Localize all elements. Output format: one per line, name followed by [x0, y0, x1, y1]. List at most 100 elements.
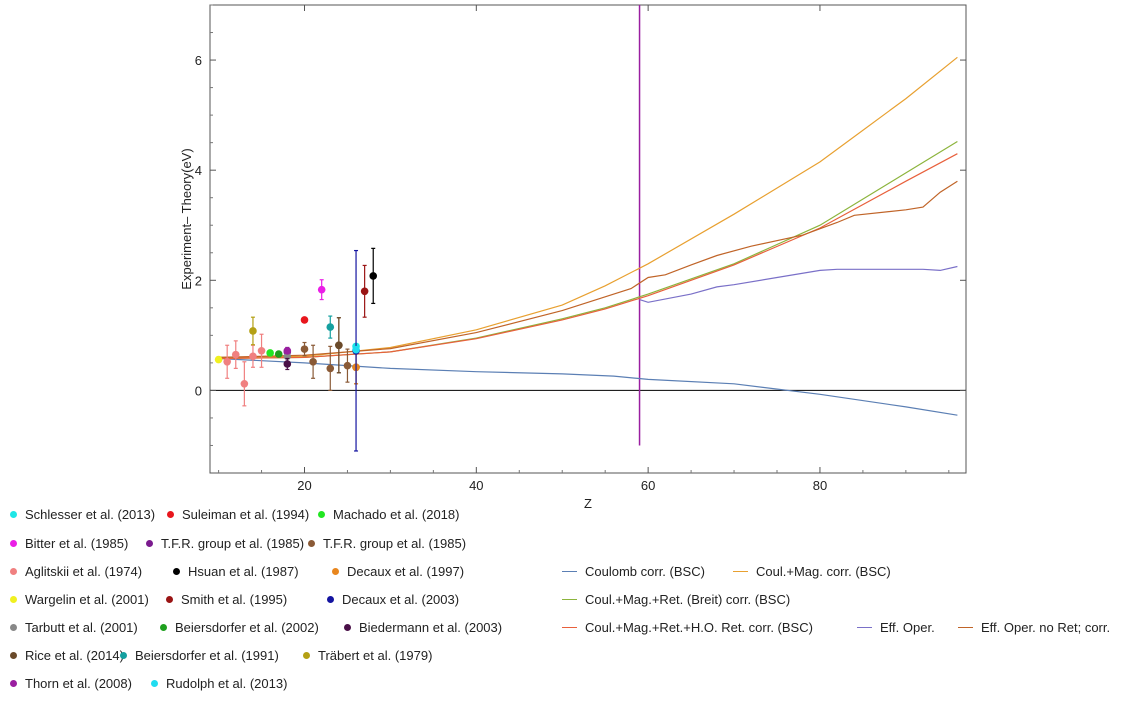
y-tick-label: 4 [195, 163, 202, 178]
legend-dot-swatch [332, 568, 339, 575]
legend-item: Träbert et al. (1979) [303, 648, 432, 663]
legend-dot-swatch [167, 511, 174, 518]
theory-curve-4 [639, 265, 958, 303]
data-point-exp-6 [257, 346, 266, 355]
data-point-exp-15 [335, 341, 343, 350]
legend-label: Decaux et al. (2003) [342, 592, 460, 607]
legend-item: Tarbutt et al. (2001) [10, 620, 138, 635]
legend-label: Coulomb corr. (BSC) [585, 564, 705, 579]
legend-item: Wargelin et al. (2001) [10, 592, 149, 607]
legend-label: T.F.R. group et al. (1985) [323, 536, 467, 551]
legend-dot-swatch [151, 680, 158, 687]
legend-label: Suleiman et al. (1994) [182, 507, 310, 522]
data-point-exp-5 [343, 361, 352, 370]
data-point-exp-17 [249, 327, 257, 335]
legend-line-swatch [562, 599, 577, 600]
legend-item: Decaux et al. (1997) [332, 564, 464, 579]
legend-label: Coul.+Mag. corr. (BSC) [756, 564, 891, 579]
legend-label: Schlesser et al. (2013) [25, 507, 156, 522]
legend-label: Coul.+Mag.+Ret. (Breit) corr. (BSC) [585, 592, 791, 607]
x-tick-label: 20 [297, 478, 311, 493]
x-tick-label: 80 [813, 478, 827, 493]
data-point-exp-16 [326, 323, 335, 331]
legend-label: Coul.+Mag.+Ret.+H.O. Ret. corr. (BSC) [585, 620, 813, 635]
legend-dot-swatch [173, 568, 180, 575]
legend-dot-swatch [10, 680, 17, 687]
legend-label: Tarbutt et al. (2001) [25, 620, 138, 635]
theory-curve-3 [218, 153, 958, 360]
legend-label: Machado et al. (2018) [333, 507, 460, 522]
legend-dot-swatch [10, 624, 17, 631]
legend-label: Wargelin et al. (2001) [25, 592, 149, 607]
data-point-exp-7 [369, 272, 378, 280]
legend-label: Thorn et al. (2008) [25, 676, 132, 691]
legend-dot-swatch [303, 652, 310, 659]
plot-frame [209, 4, 967, 474]
legend-dot-swatch [10, 540, 17, 547]
legend-label: Rudolph et al. (2013) [166, 676, 288, 691]
legend-item: Eff. Oper. [857, 620, 935, 635]
legend-dot-swatch [10, 511, 17, 518]
legend-dot-swatch [327, 596, 334, 603]
legend-line-swatch [958, 627, 973, 628]
legend-line-swatch [562, 571, 577, 572]
data-point-exp-18 [283, 346, 292, 355]
data-point-exp-6 [240, 380, 249, 388]
x-axis-label: Z [584, 496, 592, 511]
legend-item: Beiersdorfer et al. (2002) [160, 620, 319, 635]
legend-item: Schlesser et al. (2013) [10, 507, 155, 522]
legend-label: Eff. Oper. no Ret; corr. [981, 620, 1111, 635]
legend-label: Biedermann et al. (2003) [359, 620, 503, 635]
y-tick-label: 0 [195, 383, 202, 398]
legend-item: Decaux et al. (2003) [327, 592, 459, 607]
legend-item: T.F.R. group et al. (1985) [146, 536, 304, 551]
legend-item: Smith et al. (1995) [166, 592, 287, 607]
legend-item: Beiersdorfer et al. (1991) [120, 648, 279, 663]
legend-item: Coul.+Mag.+Ret. (Breit) corr. (BSC) [562, 592, 790, 607]
legend-dot-swatch [166, 596, 173, 603]
data-point-exp-10 [360, 287, 369, 296]
legend-item: Suleiman et al. (1994) [167, 507, 309, 522]
y-tick-label: 6 [195, 53, 202, 68]
legend-dot-swatch [120, 652, 127, 659]
legend-item: Biedermann et al. (2003) [344, 620, 502, 635]
legend-label: T.F.R. group et al. (1985) [161, 536, 305, 551]
theory-curve-5 [218, 180, 958, 358]
legend-item: Coulomb corr. (BSC) [562, 564, 705, 579]
legend-dot-swatch [10, 596, 17, 603]
data-point-exp-6 [223, 357, 231, 366]
legend-label: Bitter et al. (1985) [25, 536, 129, 551]
legend-label: Eff. Oper. [880, 620, 935, 635]
legend-item: Rudolph et al. (2013) [151, 676, 287, 691]
legend-line-swatch [562, 627, 577, 628]
legend-item: Thorn et al. (2008) [10, 676, 132, 691]
legend-line-swatch [733, 571, 748, 572]
data-point-exp-5 [326, 364, 335, 373]
legend-item: Bitter et al. (1985) [10, 536, 128, 551]
legend-label: Rice et al. (2014) [25, 648, 124, 663]
legend-item: Coul.+Mag.+Ret.+H.O. Ret. corr. (BSC) [562, 620, 813, 635]
legend-dot-swatch [10, 652, 17, 659]
x-tick-label: 60 [641, 478, 655, 493]
data-point-exp-9 [214, 355, 223, 364]
theory-curve-0 [218, 357, 958, 416]
legend-item: Rice et al. (2014) [10, 648, 124, 663]
legend-item: Machado et al. (2018) [318, 507, 459, 522]
legend-label: Beiersdorfer et al. (1991) [135, 648, 279, 663]
data-point-exp-6 [249, 352, 257, 361]
data-point-exp-3 [317, 285, 326, 294]
legend-dot-swatch [10, 568, 17, 575]
legend-item: Hsuan et al. (1987) [173, 564, 299, 579]
legend-label: Decaux et al. (1997) [347, 564, 465, 579]
legend-label: Hsuan et al. (1987) [188, 564, 299, 579]
legend-label: Smith et al. (1995) [181, 592, 288, 607]
legend-item: Coul.+Mag. corr. (BSC) [733, 564, 891, 579]
legend-label: Beiersdorfer et al. (2002) [175, 620, 319, 635]
y-axis-label: Experiment– Theory(eV) [179, 148, 194, 289]
data-point-exp-2 [266, 349, 274, 357]
legend-item: T.F.R. group et al. (1985) [308, 536, 466, 551]
legend-dot-swatch [308, 540, 315, 547]
legend-dot-swatch [146, 540, 153, 547]
